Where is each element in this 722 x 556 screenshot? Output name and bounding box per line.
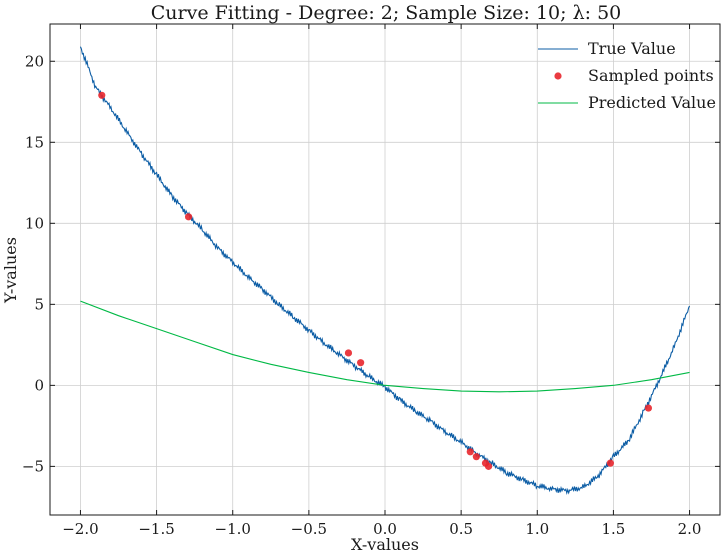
legend-predicted-value-label: Predicted Value: [588, 93, 716, 112]
x-tick-label: 0.5: [449, 520, 473, 538]
x-tick-label: −1.0: [215, 520, 251, 538]
legend-sampled-points-label: Sampled points: [588, 66, 714, 85]
series-layer: [79, 46, 691, 495]
y-tick-label: −5: [22, 457, 44, 475]
y-tick-label: 15: [25, 133, 44, 151]
x-tick-label: −1.5: [138, 520, 174, 538]
y-tick-label: 0: [34, 376, 44, 394]
legend: True Value Sampled points Predicted Value: [538, 39, 716, 112]
y-tick-label: 10: [25, 214, 44, 232]
tick-layer: −2.0 −1.5 −1.0 −0.5 0.0 0.5 1.0 1.5 2.0 −5 0 5 10 15 2…: [22, 24, 720, 538]
sampled-point: [357, 359, 365, 367]
x-tick-label: 2.0: [678, 520, 702, 538]
x-axis-title: X-values: [351, 535, 419, 554]
series-predicted-value-line: [80, 300, 690, 393]
sampled-point: [344, 349, 353, 357]
x-tick-label: −0.5: [291, 520, 327, 538]
sampled-point: [606, 459, 614, 467]
sampled-point: [484, 462, 493, 470]
y-tick-label: 5: [34, 295, 44, 313]
legend-true-value-label: True Value: [588, 39, 676, 58]
x-tick-label: −2.0: [62, 520, 98, 538]
chart-title: Curve Fitting - Degree: 2; Sample Size: …: [151, 2, 622, 24]
x-tick-label: 1.0: [525, 520, 549, 538]
y-tick-label: 20: [25, 52, 44, 70]
legend-sampled-points-swatch: [554, 72, 562, 80]
sampled-point: [472, 453, 480, 461]
sampled-point: [644, 404, 653, 412]
x-tick-label: 0.0: [373, 520, 397, 538]
y-axis-title: Y-values: [1, 237, 20, 304]
grid-layer: [50, 24, 720, 515]
x-tick-label: 1.5: [601, 520, 625, 538]
sampled-point: [466, 448, 474, 456]
sampled-point: [184, 213, 193, 221]
sampled-point: [98, 91, 106, 99]
